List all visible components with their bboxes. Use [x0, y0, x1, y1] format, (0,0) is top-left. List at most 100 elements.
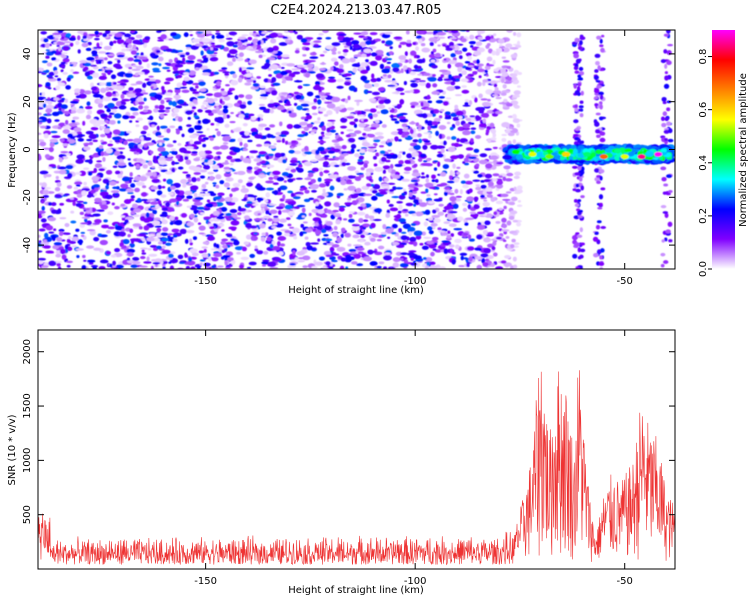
heatmap-cell	[348, 211, 355, 214]
heatmap-cell	[100, 113, 107, 118]
heatmap-cell	[501, 122, 510, 128]
heatmap-cell	[424, 182, 434, 188]
heatmap-cell	[428, 134, 432, 139]
heatmap-cell	[269, 109, 275, 114]
heatmap-cell	[242, 122, 248, 127]
heatmap-cell	[401, 178, 410, 182]
heatmap-cell	[480, 253, 489, 258]
heatmap-cell	[413, 64, 419, 69]
heatmap-cell	[450, 136, 457, 140]
heatmap-cell	[429, 265, 438, 269]
heatmap-cell	[417, 158, 423, 162]
heatmap-cell	[419, 153, 427, 158]
heatmap-cell	[249, 150, 259, 154]
heatmap-cell	[134, 72, 139, 76]
heatmap-cell	[235, 57, 244, 62]
heatmap-cell	[314, 222, 319, 227]
heatmap-cell	[348, 218, 355, 223]
heatmap-cell	[287, 223, 292, 227]
heatmap-cell	[149, 201, 159, 205]
heatmap-cell	[90, 265, 99, 268]
heatmap-cell	[83, 167, 90, 171]
heatmap-cell	[104, 67, 113, 70]
heatmap-cell	[462, 207, 468, 212]
heatmap-cell	[190, 88, 197, 92]
heatmap-cell	[438, 76, 443, 81]
heatmap-cell	[408, 250, 417, 253]
heatmap-cell	[68, 240, 77, 244]
heatmap-cell	[93, 167, 98, 173]
heatmap-cell	[174, 219, 183, 226]
heatmap-cell	[65, 120, 69, 125]
heatmap-cell	[269, 209, 278, 214]
heatmap-cell	[297, 64, 305, 68]
heatmap-cell	[300, 69, 308, 74]
heatmap-cell	[394, 187, 404, 190]
heatmap-cell	[131, 203, 139, 209]
heatmap-cell	[430, 51, 434, 55]
heatmap-cell	[496, 179, 503, 186]
heatmap-cell	[222, 142, 229, 145]
heatmap-cell	[46, 118, 52, 124]
heatmap-cell	[226, 41, 235, 47]
heatmap-cell	[336, 78, 344, 83]
heatmap-cell	[512, 94, 520, 98]
heatmap-cell	[402, 128, 409, 132]
heatmap-cell	[135, 34, 143, 39]
heatmap-cell	[480, 184, 487, 189]
heatmap-cell	[161, 249, 171, 255]
heatmap-cell	[281, 209, 290, 213]
heatmap-cell	[664, 138, 668, 142]
heatmap-cell	[256, 197, 264, 202]
heatmap-cell	[465, 217, 474, 221]
heatmap-cell	[369, 115, 373, 120]
heatmap-cell	[45, 69, 50, 73]
heatmap-cell	[245, 222, 252, 229]
heatmap-cell	[341, 161, 347, 167]
heatmap-cell	[272, 217, 280, 223]
heatmap-cell	[302, 221, 308, 224]
heatmap-cell	[318, 32, 324, 36]
heatmap-cell	[415, 234, 422, 240]
heatmap-cell	[438, 203, 444, 207]
heatmap-cell	[276, 176, 285, 182]
heatmap-cell	[577, 215, 583, 219]
heatmap-cell	[398, 204, 403, 210]
heatmap-cell	[57, 166, 67, 170]
heatmap-cell	[273, 190, 279, 196]
heatmap-cell	[51, 209, 58, 214]
heatmap-cell	[98, 60, 102, 64]
heatmap-cell	[440, 108, 445, 112]
heatmap-cell	[363, 118, 369, 123]
heatmap-cell	[257, 213, 261, 216]
heatmap-cell	[317, 177, 322, 182]
heatmap-cell	[423, 257, 427, 260]
heatmap-cell	[281, 172, 289, 177]
heatmap-cell	[94, 30, 99, 36]
heatmap-cell	[502, 60, 510, 63]
heatmap-cell	[70, 210, 75, 214]
heatmap-cell	[600, 187, 606, 191]
heatmap-cell	[45, 225, 54, 231]
heatmap-cell	[450, 155, 459, 160]
heatmap-cell	[385, 57, 392, 61]
heatmap-cell	[265, 210, 270, 215]
heatmap-cell	[201, 246, 208, 249]
heatmap-cell	[437, 227, 442, 231]
heatmap-cell	[106, 133, 112, 139]
heatmap-cell	[271, 76, 277, 83]
heatmap-cell	[327, 119, 336, 122]
heatmap-cell	[454, 238, 462, 244]
heatmap-cell	[297, 257, 305, 260]
heatmap-cell	[129, 228, 134, 234]
heatmap-cell	[418, 202, 428, 207]
heatmap-cell	[109, 140, 113, 143]
heatmap-cell	[193, 171, 201, 175]
heatmap-cell	[432, 83, 438, 88]
heatmap-cell	[232, 73, 238, 79]
heatmap-cell	[112, 260, 116, 266]
heatmap-cell	[390, 138, 394, 142]
heatmap-cell	[340, 125, 348, 129]
heatmap-cell	[382, 74, 387, 77]
heatmap-cell	[573, 53, 579, 59]
